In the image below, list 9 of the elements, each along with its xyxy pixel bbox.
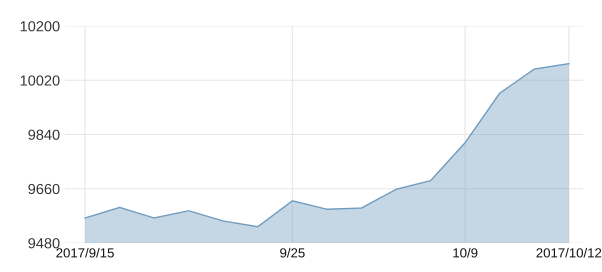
y-tick-label: 10020 <box>20 75 60 86</box>
y-tick-label: 9480 <box>28 238 60 248</box>
x-tick-label: 9/25 <box>280 248 305 258</box>
y-tick-label: 9660 <box>28 184 60 194</box>
x-tick-label: 2017/10/12 <box>536 248 602 258</box>
x-tick-label: 10/9 <box>453 248 478 258</box>
y-tick-label: 9840 <box>28 130 60 140</box>
x-tick-label: 2017/9/15 <box>56 248 114 258</box>
y-tick-label: 10200 <box>20 21 60 32</box>
